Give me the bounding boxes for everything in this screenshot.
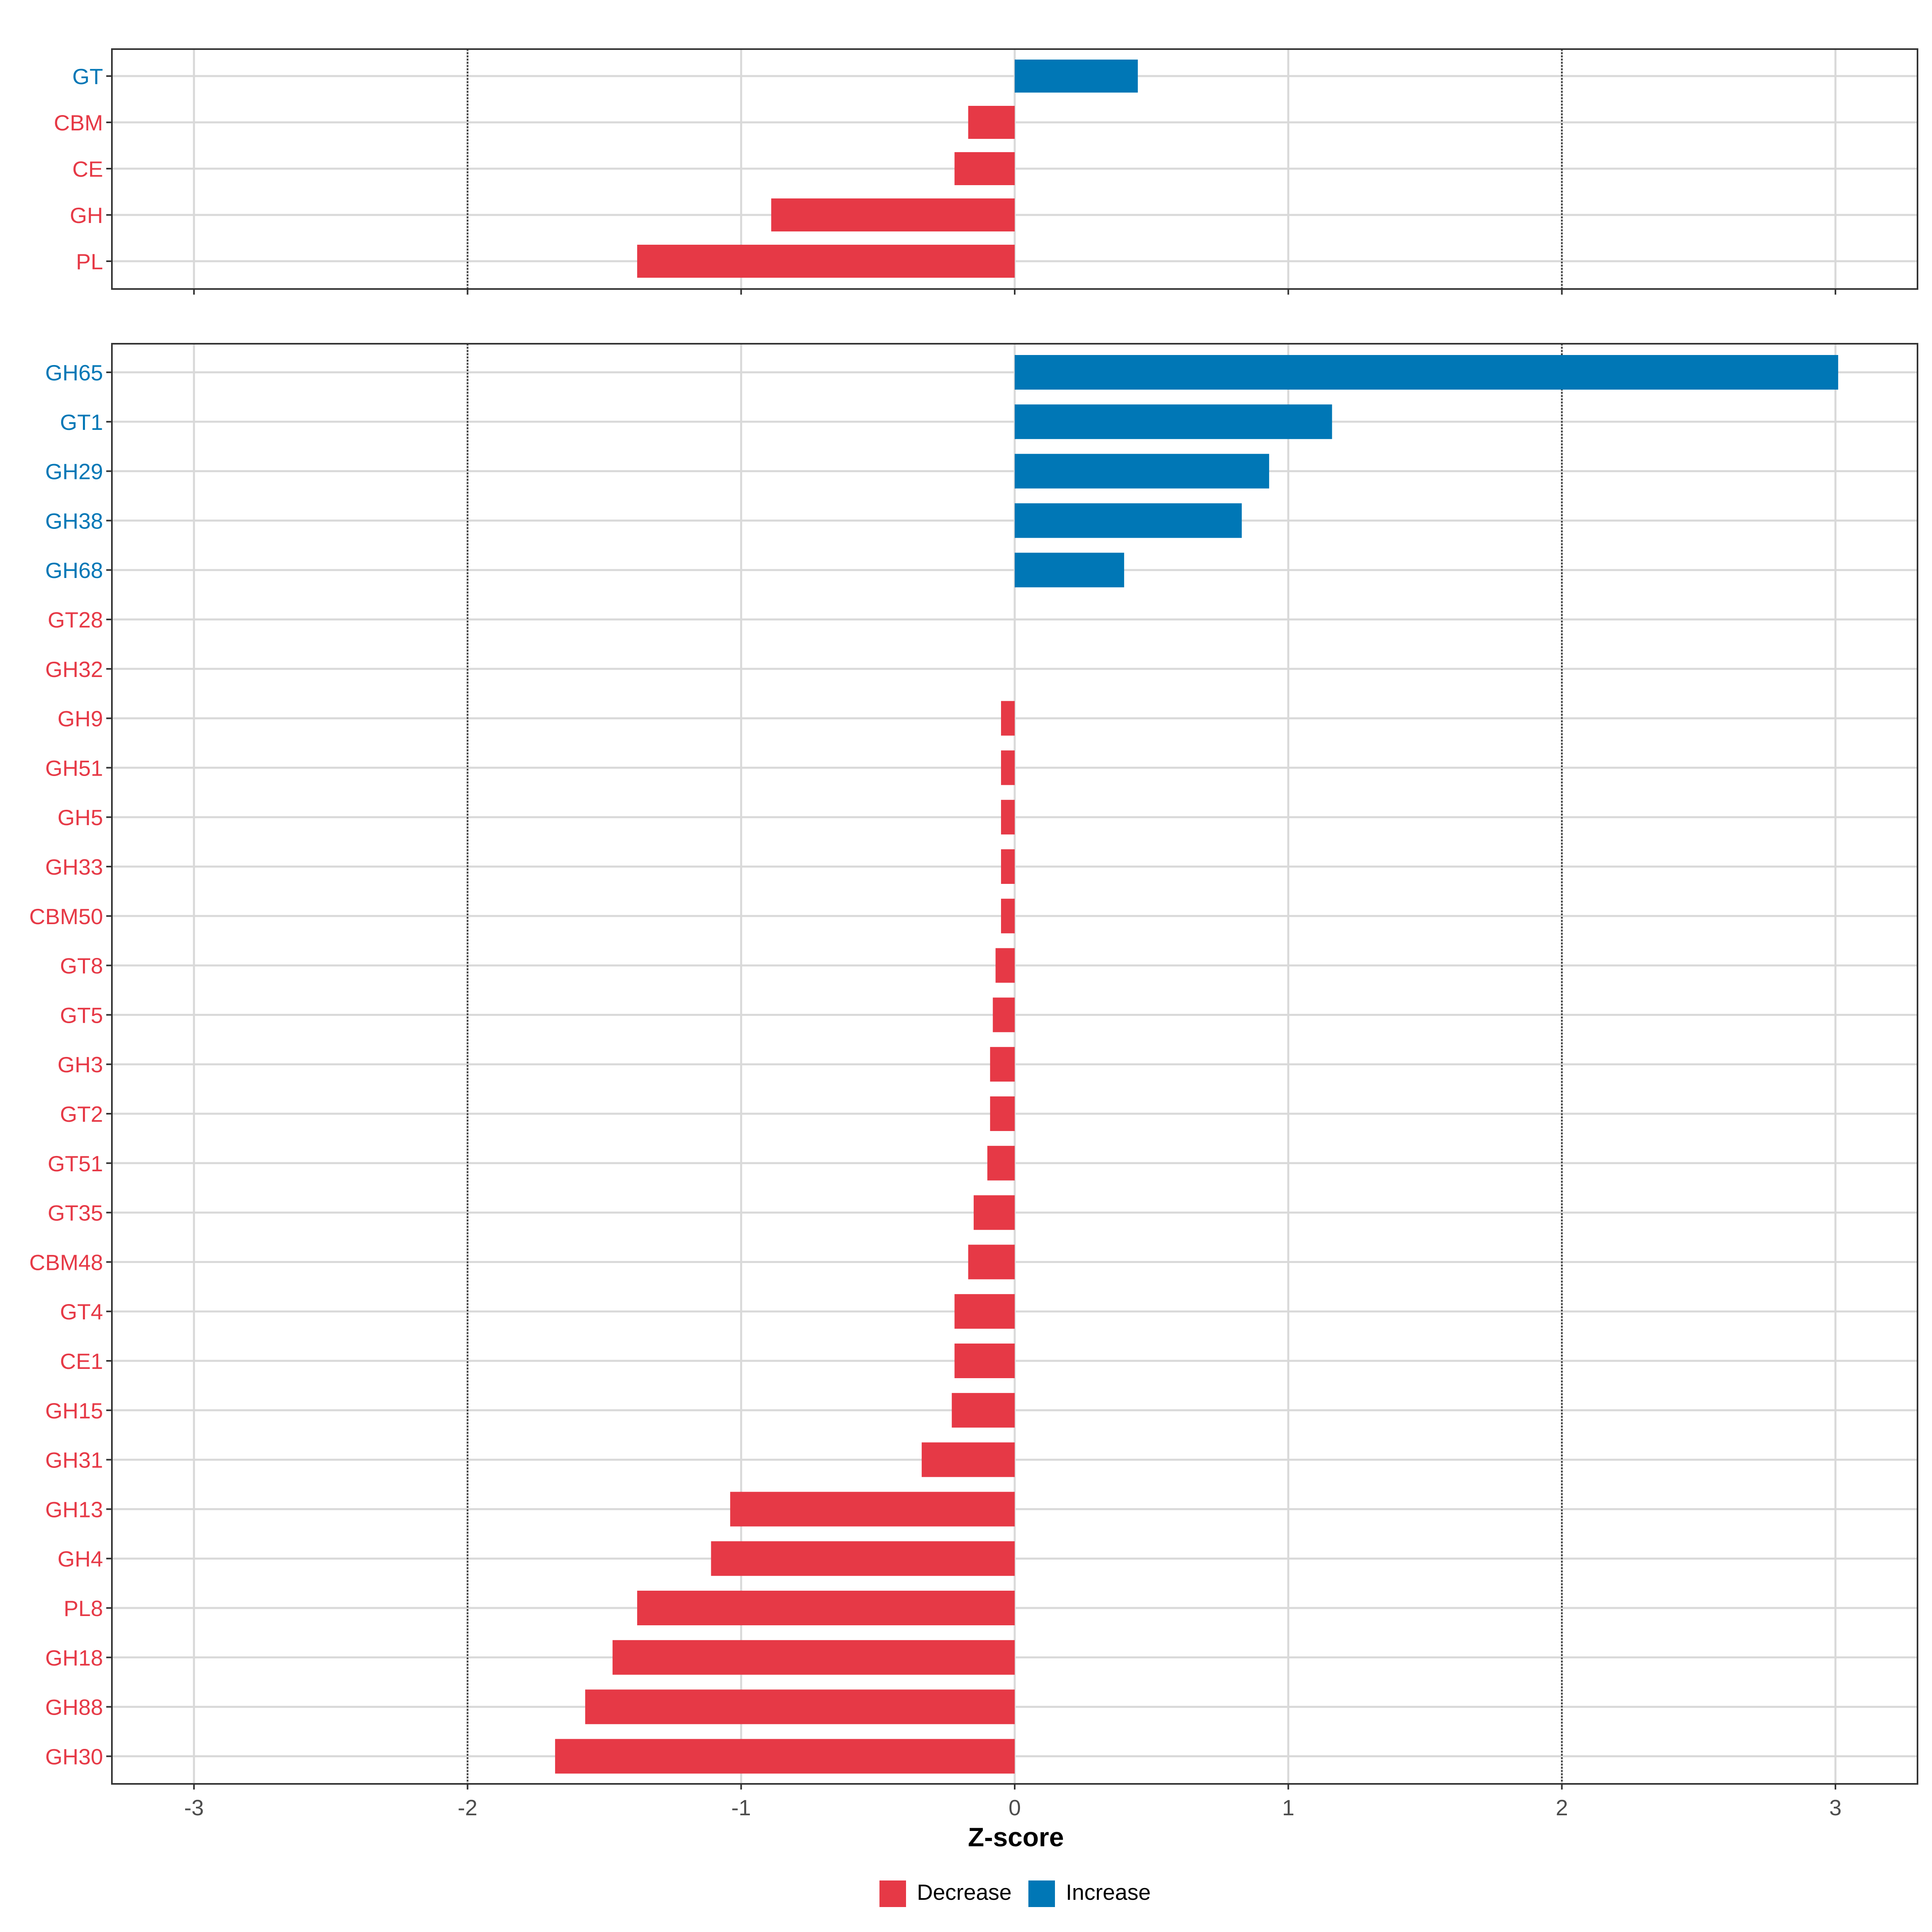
bar-cbm48 xyxy=(968,1245,1015,1280)
y-label-gh68: GH68 xyxy=(45,558,103,583)
bar-gt2 xyxy=(990,1096,1015,1131)
y-label-ce1: CE1 xyxy=(60,1349,103,1374)
panel-border xyxy=(111,48,1918,290)
legend-label-decrease: Decrease xyxy=(917,1880,1011,1905)
y-label-gh30: GH30 xyxy=(45,1744,103,1769)
bar-gh31 xyxy=(921,1442,1015,1477)
bar-gh9 xyxy=(1001,701,1015,736)
family-panel: GT CBM CE GH PL xyxy=(54,48,1918,295)
bar-pl8 xyxy=(637,1591,1015,1625)
bar-ce1 xyxy=(954,1344,1015,1378)
bar-gh15 xyxy=(952,1393,1015,1428)
y-label-pl8: PL8 xyxy=(64,1596,103,1621)
bar-cbm50 xyxy=(1001,898,1015,933)
y-label-gh29: GH29 xyxy=(45,459,103,484)
bar-gt xyxy=(1015,60,1138,93)
y-label-gh3: GH3 xyxy=(58,1052,103,1077)
x-tick-label: 0 xyxy=(1009,1795,1021,1820)
bar-gh xyxy=(771,198,1015,231)
y-label-gh88: GH88 xyxy=(45,1695,103,1720)
bar-gh13 xyxy=(730,1492,1015,1527)
x-tick-label: -1 xyxy=(731,1795,751,1820)
y-label-gh5: GH5 xyxy=(58,805,103,830)
y-label-gh4: GH4 xyxy=(58,1546,103,1571)
y-label-gt1: GT1 xyxy=(60,410,103,435)
y-label-gt4: GT4 xyxy=(60,1299,103,1324)
bar-gh88 xyxy=(585,1689,1015,1724)
y-label-gh: GH xyxy=(70,203,103,228)
bar-gh68 xyxy=(1015,553,1124,588)
legend-swatch-increase xyxy=(1028,1880,1055,1907)
y-label-gt28: GT28 xyxy=(47,607,103,632)
bar-gh18 xyxy=(612,1640,1015,1675)
bar-gt35 xyxy=(974,1195,1015,1230)
legend-swatch-decrease xyxy=(879,1880,906,1907)
x-tick-label: 1 xyxy=(1282,1795,1294,1820)
y-label-gh51: GH51 xyxy=(45,755,103,780)
bar-gh38 xyxy=(1015,503,1242,538)
y-label-gh33: GH33 xyxy=(45,855,103,879)
y-label-gh9: GH9 xyxy=(58,706,103,731)
x-axis-title: Z-score xyxy=(968,1822,1064,1852)
y-label-pl: PL xyxy=(76,249,103,274)
bar-ce xyxy=(954,152,1015,185)
bar-gh51 xyxy=(1001,750,1015,785)
y-label-gt8: GT8 xyxy=(60,954,103,978)
bar-gt4 xyxy=(954,1294,1015,1329)
x-tick-label: 2 xyxy=(1556,1795,1568,1820)
bar-gh29 xyxy=(1015,454,1269,489)
legend: Decrease Increase xyxy=(879,1880,1151,1907)
y-label-gt5: GT5 xyxy=(60,1003,103,1028)
bar-gt1 xyxy=(1015,404,1332,439)
y-label-gh65: GH65 xyxy=(45,360,103,385)
y-label-cbm50: CBM50 xyxy=(29,904,103,929)
bar-gh4 xyxy=(711,1541,1015,1576)
y-label-cbm: CBM xyxy=(54,110,103,135)
x-tick-label: -3 xyxy=(184,1795,204,1820)
y-label-gh18: GH18 xyxy=(45,1645,103,1670)
bar-gh5 xyxy=(1001,800,1015,835)
bar-gh33 xyxy=(1001,849,1015,884)
y-label-ce: CE xyxy=(72,157,103,182)
bar-gt51 xyxy=(987,1146,1015,1181)
bar-gh3 xyxy=(990,1047,1015,1082)
y-label-cbm48: CBM48 xyxy=(29,1250,103,1275)
x-tick-label: 3 xyxy=(1829,1795,1842,1820)
y-label-gt35: GT35 xyxy=(47,1201,103,1226)
panel-border xyxy=(111,343,1918,1785)
y-label-gh31: GH31 xyxy=(45,1448,103,1473)
y-label-gh13: GH13 xyxy=(45,1497,103,1522)
bar-gt8 xyxy=(995,948,1015,983)
bar-gt5 xyxy=(993,997,1015,1032)
y-label-gh38: GH38 xyxy=(45,508,103,533)
bar-cbm xyxy=(968,106,1015,139)
y-label-gt2: GT2 xyxy=(60,1102,103,1127)
x-tick-label: -2 xyxy=(458,1795,477,1820)
subfamily-panel: GH65GT1GH29GH38GH68GT28GH32GH9GH51GH5GH3… xyxy=(29,343,1918,1820)
y-label-gh15: GH15 xyxy=(45,1398,103,1423)
legend-label-increase: Increase xyxy=(1066,1880,1151,1905)
y-label-gh32: GH32 xyxy=(45,657,103,682)
bar-gh65 xyxy=(1015,355,1838,390)
bar-gh30 xyxy=(555,1739,1015,1774)
bar-pl xyxy=(637,245,1015,278)
y-label-gt51: GT51 xyxy=(47,1151,103,1176)
y-label-gt: GT xyxy=(72,64,103,89)
